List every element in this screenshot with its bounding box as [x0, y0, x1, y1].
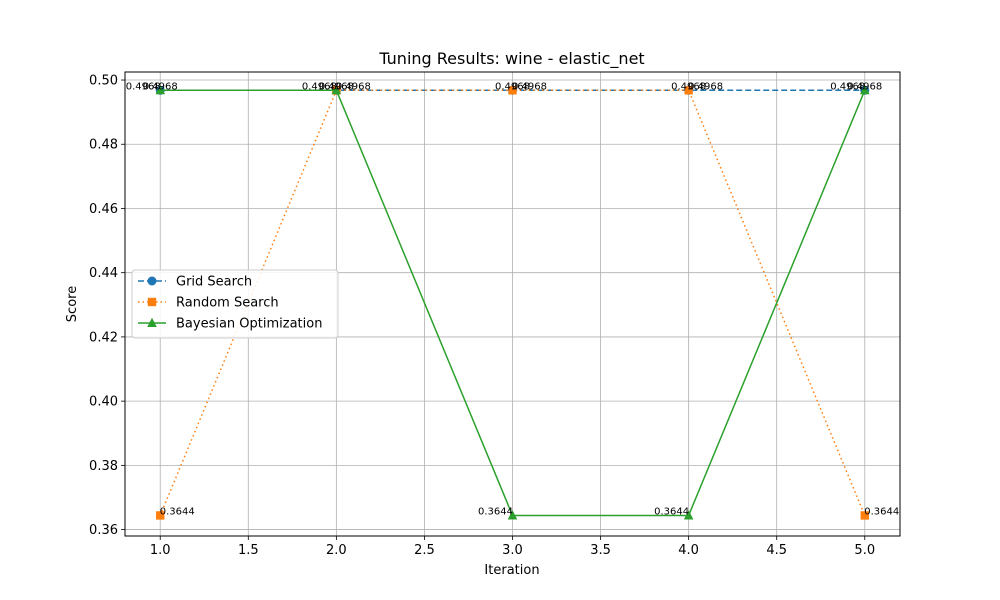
- legend: Grid Search Random Search Bayesian Optimiz…: [131, 269, 339, 339]
- data-label: 0.3644: [160, 506, 195, 517]
- y-tick-label: 0.44: [89, 266, 118, 281]
- data-label: 0.4968: [512, 81, 547, 92]
- legend-label: Grid Search: [176, 275, 252, 290]
- legend-label: Bayesian Optimization: [176, 317, 322, 332]
- axis-ticks: 1.0 1.5 2.0 2.5 3.0 3.5 4.0 4.5 5.0 0.36 0.38 0.40 0…: [89, 74, 875, 558]
- legend-marker: [147, 297, 157, 307]
- data-point: [859, 85, 870, 95]
- data-label: 0.3644: [478, 506, 513, 517]
- y-tick-label: 0.36: [89, 523, 118, 538]
- series-line: [159, 89, 866, 516]
- legend-item: Random Search: [138, 296, 279, 311]
- y-tick-label: 0.38: [89, 459, 118, 474]
- y-axis-label: Score: [65, 286, 80, 322]
- x-tick-label: 1.5: [238, 543, 259, 558]
- data-point: [155, 85, 166, 95]
- data-point: [508, 86, 517, 95]
- x-tick-label: 3.0: [502, 543, 523, 558]
- series-bayesian-optimization: [155, 85, 870, 520]
- x-tick-label: 1.0: [150, 543, 171, 558]
- y-tick-label: 0.40: [89, 395, 118, 410]
- data-label: 0.4968: [847, 81, 882, 92]
- data-label: 0.4968: [671, 81, 706, 92]
- data-label: 0.4968: [126, 81, 161, 92]
- y-tick-label: 0.42: [89, 330, 118, 345]
- data-label: 0.4968: [302, 81, 337, 92]
- x-axis-label: Iteration: [484, 563, 539, 578]
- data-label: 0.3644: [654, 506, 689, 517]
- data-point: [860, 511, 869, 520]
- data-label: 0.4968: [688, 81, 723, 92]
- x-tick-label: 2.0: [326, 543, 347, 558]
- data-label: 0.4968: [336, 81, 371, 92]
- x-tick-label: 4.0: [678, 543, 699, 558]
- series-layer: [155, 85, 870, 520]
- data-point: [684, 86, 693, 95]
- x-tick-label: 5.0: [854, 543, 875, 558]
- grid: [125, 72, 900, 536]
- data-label: 0.4968: [830, 81, 865, 92]
- data-point: [683, 510, 694, 520]
- chart-title: Tuning Results: wine - elastic_net: [378, 49, 644, 69]
- data-point: [507, 510, 518, 520]
- legend-frame: [131, 269, 339, 339]
- legend-marker: [147, 276, 157, 286]
- y-tick-label: 0.50: [89, 74, 118, 89]
- y-tick-label: 0.48: [89, 138, 118, 153]
- legend-marker: [147, 317, 157, 327]
- x-tick-label: 4.5: [766, 543, 787, 558]
- data-label: 0.4968: [143, 81, 178, 92]
- x-tick-label: 3.5: [590, 543, 611, 558]
- data-label: 0.3644: [864, 506, 899, 517]
- data-point: [156, 511, 165, 520]
- data-label: 0.4968: [319, 81, 354, 92]
- data-label: 0.4968: [495, 81, 530, 92]
- y-tick-label: 0.46: [89, 202, 118, 217]
- data-point: [331, 85, 342, 95]
- x-tick-label: 2.5: [414, 543, 435, 558]
- legend-label: Random Search: [176, 296, 279, 311]
- data-labels: 0.4968 0.4968 0.4968 0.4968 0.49680.36440.49…: [126, 81, 900, 517]
- legend-item: Grid Search: [138, 275, 252, 290]
- legend-item: Bayesian Optimization: [138, 317, 322, 332]
